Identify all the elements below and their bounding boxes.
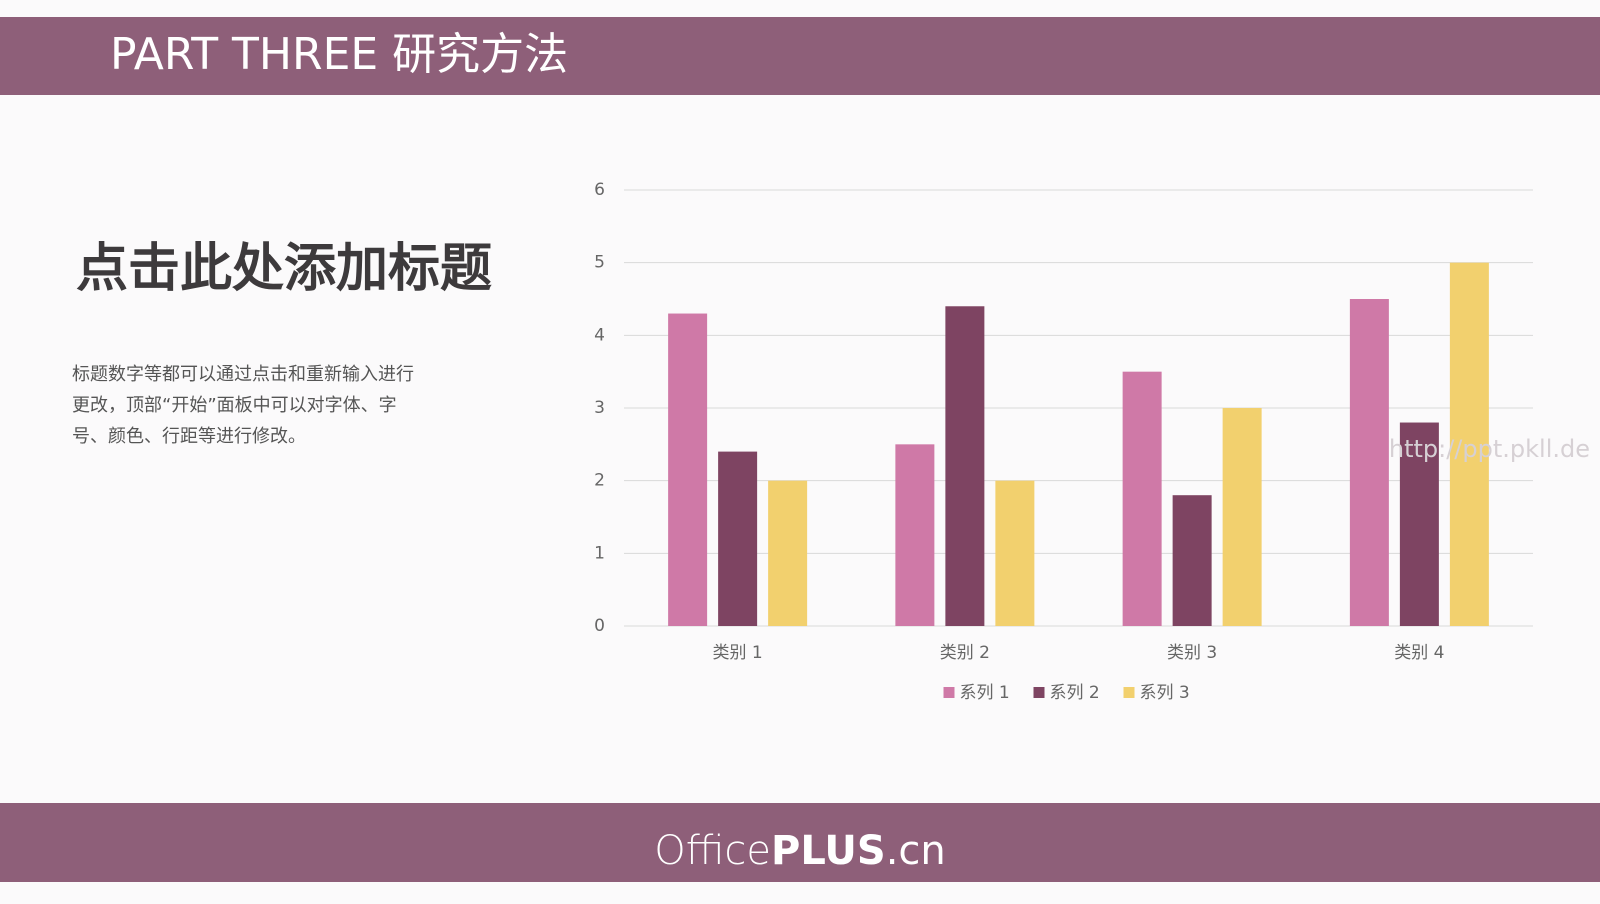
legend-swatch — [1033, 687, 1045, 698]
bar — [768, 480, 808, 626]
y-tick-label: 6 — [594, 180, 605, 200]
legend-label: 系列 2 — [1050, 683, 1100, 703]
header-band — [0, 17, 1600, 95]
y-tick-label: 5 — [594, 253, 605, 273]
legend-label: 系列 1 — [960, 683, 1010, 703]
x-tick-label: 类别 4 — [1394, 643, 1444, 663]
heading: 点击此处添加标题 — [76, 239, 492, 299]
bar — [1399, 422, 1439, 626]
bar — [1349, 299, 1389, 626]
x-tick-label: 类别 3 — [1167, 643, 1217, 663]
legend-swatch — [1123, 687, 1135, 698]
footer-band — [0, 803, 1600, 882]
y-tick-label: 3 — [594, 398, 605, 418]
legend-label: 系列 3 — [1140, 683, 1190, 703]
bar — [995, 480, 1035, 626]
bar — [895, 444, 935, 626]
legend-swatch — [943, 687, 955, 698]
bar — [718, 451, 758, 626]
brand-part: .cn — [886, 828, 946, 874]
header-title: PART THREE 研究方法 — [110, 29, 568, 80]
brand-part: PLUS — [771, 828, 886, 874]
y-tick-label: 2 — [594, 471, 605, 491]
paragraph-line: 号、颜色、行距等进行修改。 — [72, 426, 306, 447]
bar — [945, 306, 985, 626]
chart: 0 1 2 3 4 5 6 类别 1 类别 2 类别 3 类别 4 系列 1 系列 2 系列 3 — [594, 180, 1533, 703]
x-tick-label: 类别 1 — [713, 643, 763, 663]
bar — [1449, 262, 1489, 626]
paragraph-line: 更改，顶部“开始”面板中可以对字体、字 — [72, 395, 397, 416]
bar — [1122, 371, 1162, 626]
bar — [1222, 408, 1262, 626]
watermark: http://ppt.pkll.de — [1389, 435, 1590, 463]
bar — [1172, 495, 1212, 626]
footer-brand: OfficePLUS.cn — [654, 828, 946, 874]
x-tick-label: 类别 2 — [940, 643, 990, 663]
y-tick-label: 1 — [594, 543, 605, 563]
y-tick-label: 0 — [594, 616, 605, 636]
paragraph-line: 标题数字等都可以通过点击和重新输入进行 — [72, 364, 414, 385]
bar — [668, 313, 708, 626]
y-tick-label: 4 — [594, 325, 605, 345]
brand-part: Office — [654, 828, 771, 874]
